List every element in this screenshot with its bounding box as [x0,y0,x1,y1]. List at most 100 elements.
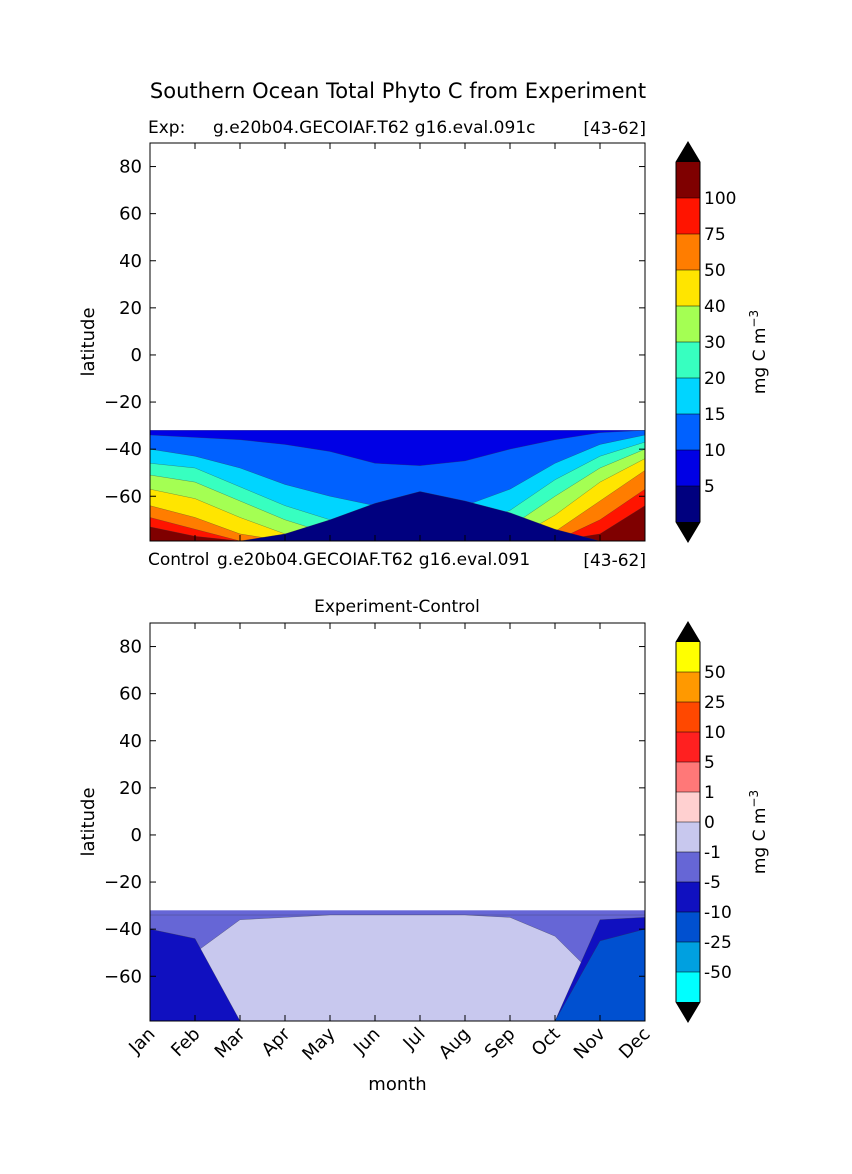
colorbar-swatch [676,822,700,852]
colorbar-swatch [676,270,700,306]
x-tick-label: Jun [349,1024,384,1059]
colorbar-tick-label: 0 [704,813,715,833]
y-axis-label: latitude [78,787,99,856]
x-tick-label: Aug [435,1024,475,1064]
colorbar-swatch [676,414,700,450]
colorbar-tick-label: 100 [704,189,736,209]
colorbar-swatch [676,972,700,1002]
y-tick-label: −60 [104,486,142,507]
y-axis: 80 60 40 20 0 −20 −40 −60 [104,637,645,987]
colorbar-swatch [676,792,700,822]
colorbar-tick-label: 5 [704,477,715,497]
colorbar-tick-label: 50 [704,261,726,281]
control-case: g.e20b04.GECOIAF.T62 g16.eval.091 [217,550,530,570]
colorbar-tick-label: -50 [704,963,732,983]
x-tick-label: Apr [258,1023,295,1060]
colorbar-swatch [676,762,700,792]
colorbar-swatch [676,306,700,342]
colorbar-tick-label: 5 [704,753,715,773]
colorbar-tick-label: 75 [704,225,726,245]
colorbar-tick-label: 30 [704,333,726,353]
x-tick-label: Nov [570,1023,610,1063]
colorbar-extend-high [676,622,700,642]
y-tick-label: 60 [119,204,142,225]
y-tick-label: 0 [131,345,142,366]
colorbar-tick-label: 20 [704,369,726,389]
x-tick-label: May [298,1023,339,1064]
x-tick-label: Mar [211,1023,250,1062]
colorbar-swatch [676,378,700,414]
colorbar-extend-low [676,1002,700,1022]
colorbar-swatch [676,486,700,522]
colorbar-swatch [676,342,700,378]
colorbar-label-exponent: −3 [747,310,761,328]
contour-fills [149,430,646,542]
y-axis: 80 60 40 20 0 −20 −40 −60 [104,157,645,507]
colorbar-tick-label: -5 [704,873,721,893]
plot-frame [149,142,646,542]
colorbar-tick-label: 1 [704,783,715,803]
colorbar-extend-low [676,522,700,542]
x-tick-label: Jan [124,1024,159,1059]
contour-fills [149,910,646,1022]
colorbar-tick-label: 10 [704,723,726,743]
y-tick-label: 40 [119,251,142,272]
y-tick-label: −40 [104,919,142,940]
x-tick-label: Feb [167,1024,204,1061]
colorbar: 5 10 15 20 30 40 50 75 100 mg C m−3 [675,141,770,543]
figure-title: Southern Ocean Total Phyto C from Experi… [150,79,646,103]
colorbar-swatch [676,912,700,942]
y-tick-label: −40 [104,439,142,460]
y-tick-label: 0 [131,825,142,846]
colorbar-swatch [676,198,700,234]
y-tick-label: 20 [119,298,142,319]
colorbar-swatch [676,942,700,972]
colorbar-swatch [676,882,700,912]
panel-title: Experiment-Control [314,597,480,617]
colorbar-tick-label: -1 [704,843,721,863]
y-tick-label: 40 [119,731,142,752]
colorbar-tick-label: 25 [704,693,726,713]
colorbar-tick-label: 40 [704,297,726,317]
colorbar-extend-high [676,142,700,162]
colorbar-label: mg C m−3 [747,790,770,874]
colorbar-swatch [676,852,700,882]
y-tick-label: 20 [119,778,142,799]
colorbar-tick-label: 50 [704,663,726,683]
x-tick-label: Dec [615,1024,654,1063]
x-axis [149,143,646,541]
colorbar-tick-label: -10 [704,903,732,923]
y-axis-label: latitude [78,307,99,376]
colorbar-tick-label: 10 [704,441,726,461]
y-tick-label: 80 [119,157,142,178]
x-tick-label: Sep [481,1024,520,1063]
y-tick-label: 60 [119,684,142,705]
colorbar-swatch [676,672,700,702]
x-tick-label: Jul [399,1024,430,1055]
colorbar-swatch [676,450,700,486]
exp-case: g.e20b04.GECOIAF.T62 g16.eval.091c [213,118,535,138]
control-years: [43-62] [583,551,646,571]
y-tick-label: −20 [104,872,142,893]
y-tick-label: −20 [104,392,142,413]
y-tick-label: 80 [119,637,142,658]
x-tick-label: Oct [528,1024,565,1061]
colorbar-tick-label: 15 [704,405,726,425]
colorbar-swatch [676,234,700,270]
colorbar-swatch [676,162,700,198]
colorbar-swatch [676,732,700,762]
plot-frame [149,622,646,1022]
colorbar-swatch [676,642,700,672]
colorbar-label: mg C m−3 [747,310,770,394]
difference-panel: Experiment-Control 80 60 40 20 0 −20 −40 −60 Ja… [78,597,770,1095]
colorbar-outline [675,621,701,1023]
colorbar-label-exponent: −3 [747,790,761,808]
x-axis-label: month [368,1074,426,1095]
control-label: Control [148,550,209,570]
colorbar-swatch [676,702,700,732]
exp-label: Exp: [148,118,185,138]
colorbar-tick-label: -25 [704,933,732,953]
